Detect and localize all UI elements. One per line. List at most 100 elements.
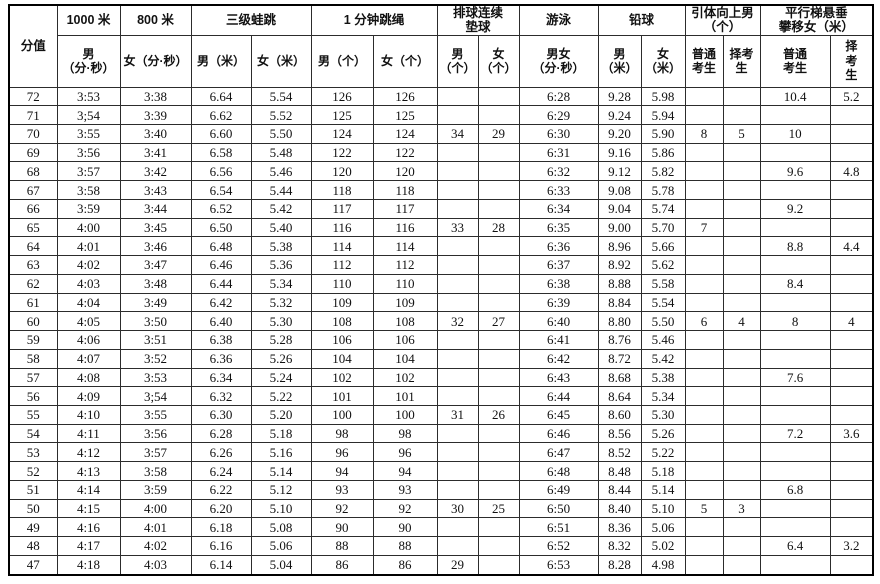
value-cell: 6:33 [518,180,599,200]
score-cell: 62 [8,273,58,294]
value-cell: 8.40 [597,498,642,519]
value-cell: 125 [310,105,374,125]
value-cell [684,554,724,576]
value-cell [436,273,479,294]
score-cell: 60 [8,311,58,332]
score-cell: 71 [8,105,58,125]
value-cell: 3:56 [119,423,192,444]
score-cell: 50 [8,498,58,519]
score-cell: 52 [8,461,58,481]
value-cell [477,180,520,200]
value-cell [722,161,761,182]
value-cell [477,292,520,313]
value-cell [759,348,831,369]
value-cell: 6:51 [518,517,599,538]
value-cell: 6:47 [518,442,599,463]
value-cell: 6:49 [518,479,599,500]
value-cell: 8.76 [597,330,642,350]
value-cell: 101 [310,386,374,406]
value-cell: 5.16 [250,442,312,463]
value-cell [436,423,479,444]
value-cell: 90 [372,517,438,538]
value-cell [829,461,874,481]
value-cell: 4:18 [56,554,121,576]
value-cell: 4:02 [56,255,121,275]
value-cell [684,86,724,107]
value-cell: 6:46 [518,423,599,444]
value-cell: 6.16 [190,536,252,556]
value-cell: 6 [684,311,724,332]
table-row: 47 4:18 4:03 6.14 5.04 86 86 29 6:53 8.28 4.98 [8,554,874,576]
value-cell: 3;54 [56,105,121,125]
value-cell: 4.8 [829,161,874,182]
value-cell: 5.28 [250,330,312,350]
value-cell [436,236,479,257]
value-cell: 5.34 [250,273,312,294]
group-header-triple-frog-jump: 三级蛙跳 [190,4,312,36]
value-cell: 90 [310,517,374,538]
value-cell [759,461,831,481]
value-cell: 33 [436,217,479,238]
value-cell: 5.32 [250,292,312,313]
value-cell [477,461,520,481]
value-cell: 124 [372,123,438,144]
value-cell [477,236,520,257]
value-cell: 3:58 [119,461,192,481]
value-cell [477,273,520,294]
table-row: 52 4:13 3:58 6.24 5.14 94 94 6:48 8.48 5.18 [8,461,874,481]
group-header-shot-put: 铅球 [597,4,686,36]
value-cell [759,142,831,163]
value-cell [684,330,724,350]
value-cell: 102 [310,367,374,388]
value-cell: 5.34 [640,386,686,406]
value-cell [722,517,761,538]
value-cell: 8.72 [597,348,642,369]
value-cell: 3:46 [119,236,192,257]
value-cell: 122 [310,142,374,163]
value-cell [829,517,874,538]
value-cell [759,386,831,406]
value-cell [829,404,874,425]
score-cell: 68 [8,161,58,182]
value-cell [477,367,520,388]
value-cell: 88 [310,536,374,556]
value-cell: 29 [477,123,520,144]
value-cell: 5.08 [250,517,312,538]
value-cell: 5.74 [640,198,686,219]
value-cell: 6.18 [190,517,252,538]
value-cell: 5.50 [640,311,686,332]
score-cell: 47 [8,554,58,576]
value-cell [722,236,761,257]
value-cell [722,348,761,369]
value-cell [722,404,761,425]
value-cell: 9.04 [597,198,642,219]
value-cell: 114 [310,236,374,257]
value-cell: 8.48 [597,461,642,481]
value-cell: 5.40 [250,217,312,238]
value-cell: 8 [684,123,724,144]
value-cell: 29 [436,554,479,576]
value-cell: 9.28 [597,86,642,107]
value-cell: 4.4 [829,236,874,257]
value-cell [722,442,761,463]
subheader-volley-female: 女 （个） [477,34,520,88]
value-cell [684,461,724,481]
value-cell: 5.10 [250,498,312,519]
value-cell [829,217,874,238]
value-cell: 25 [477,498,520,519]
value-cell: 6.24 [190,461,252,481]
score-cell: 64 [8,236,58,257]
value-cell: 6:37 [518,255,599,275]
value-cell: 5.48 [250,142,312,163]
value-cell [722,198,761,219]
value-cell: 9.20 [597,123,642,144]
value-cell: 5.44 [250,180,312,200]
value-cell [477,517,520,538]
value-cell [684,142,724,163]
value-cell: 6:42 [518,348,599,369]
group-header-pull-ups-male: 引体向上男 （个） [684,4,761,36]
value-cell: 6:50 [518,498,599,519]
value-cell: 3:47 [119,255,192,275]
value-cell [436,367,479,388]
subheader-ladder-regular: 普通 考生 [759,34,831,88]
